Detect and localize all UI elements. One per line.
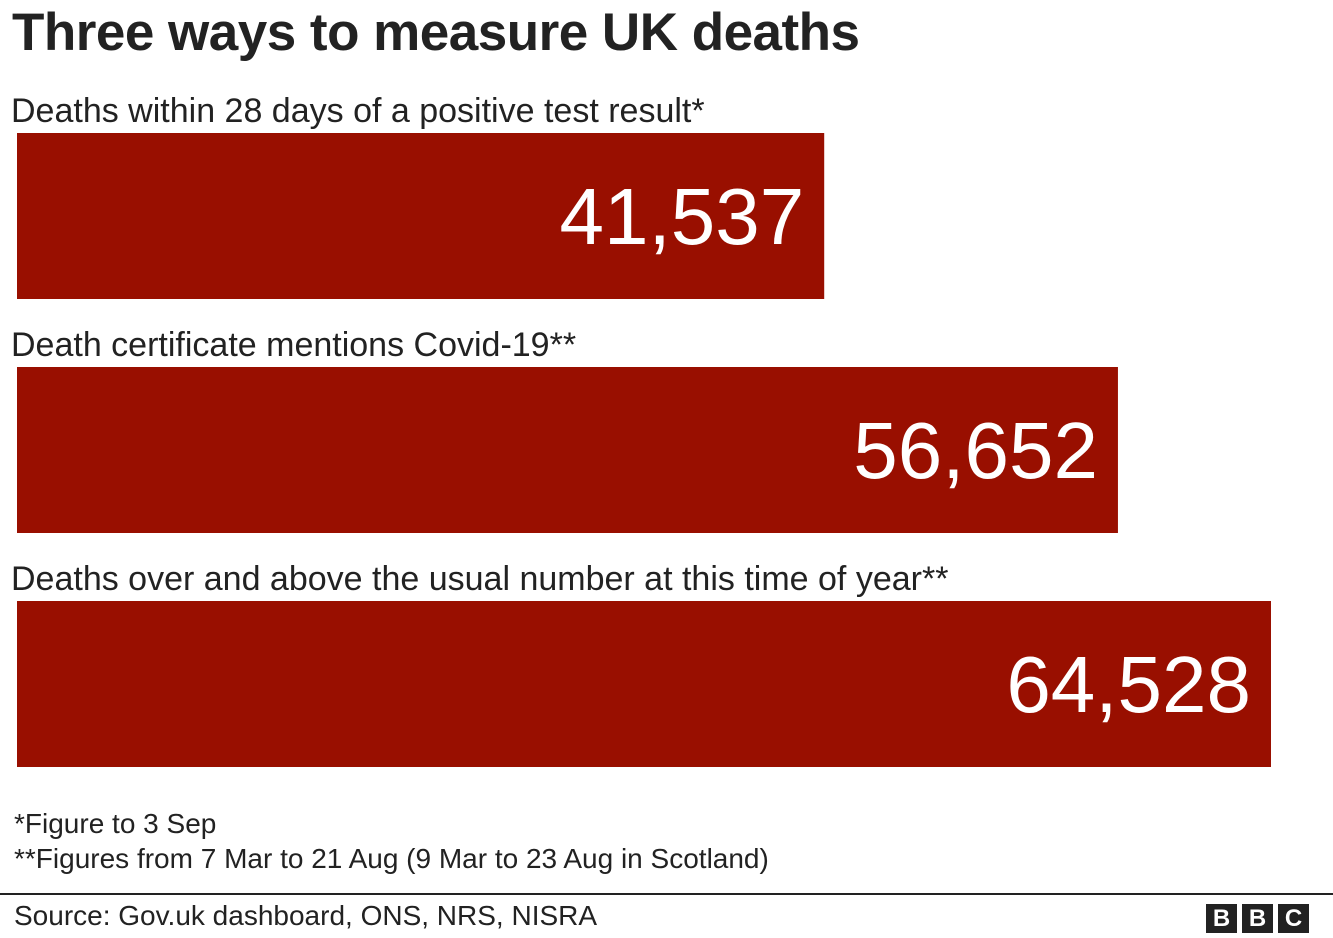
bar-3 — [17, 601, 1271, 767]
source-text: Source: Gov.uk dashboard, ONS, NRS, NISR… — [14, 900, 598, 931]
value-label-2: 56,652 — [853, 406, 1098, 495]
category-label-1: Deaths within 28 days of a positive test… — [11, 92, 705, 130]
logo-letter-b1: B — [1206, 904, 1237, 933]
bar-1 — [17, 133, 825, 299]
logo-letter-b2: B — [1242, 904, 1273, 933]
bbc-logo: B B C — [1206, 904, 1309, 933]
footnote-1: *Figure to 3 Sep — [14, 808, 217, 839]
bar-2 — [17, 367, 1118, 533]
logo-letter-c: C — [1278, 904, 1309, 933]
category-label-3: Deaths over and above the usual number a… — [11, 560, 948, 598]
category-label-2: Death certificate mentions Covid-19** — [11, 326, 576, 364]
footer-divider — [0, 893, 1333, 895]
chart-title: Three ways to measure UK deaths — [12, 3, 860, 62]
footnote-2: **Figures from 7 Mar to 21 Aug (9 Mar to… — [14, 843, 769, 874]
value-label-1: 41,537 — [560, 172, 805, 261]
value-label-3: 64,528 — [1006, 640, 1251, 729]
bar-chart: Deaths within 28 days of a positive test… — [11, 92, 1271, 767]
